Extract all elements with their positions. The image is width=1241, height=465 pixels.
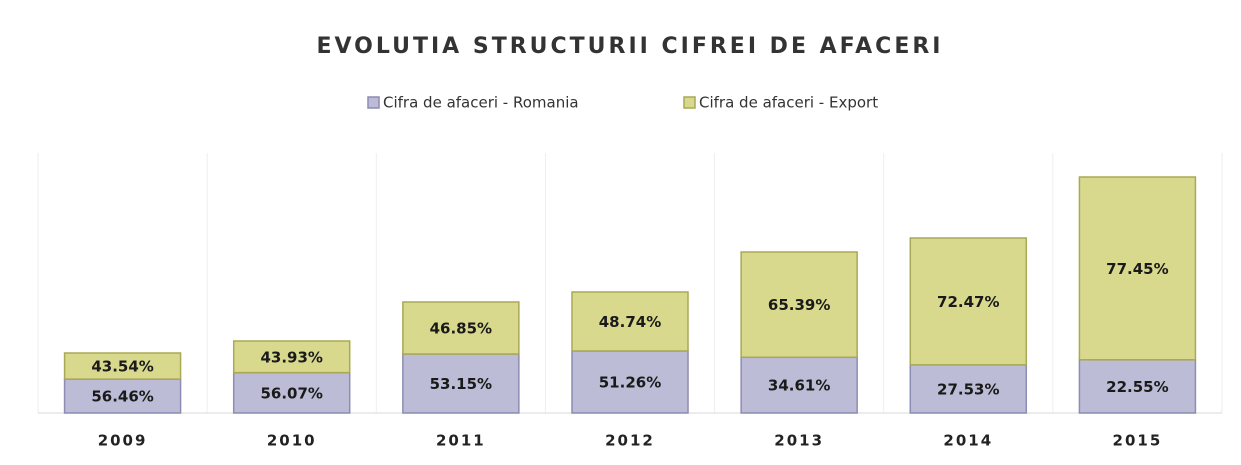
bar-segment	[740, 356, 858, 414]
legend-swatch	[367, 96, 380, 109]
x-tick-label: 2015	[1113, 432, 1163, 450]
legend-label: Cifra de afaceri - Export	[699, 94, 878, 112]
x-tick-label: 2012	[605, 432, 655, 450]
chart-title: EVOLUTIA STRUCTURII CIFREI DE AFACERI	[317, 34, 944, 59]
bar-segment	[232, 340, 351, 374]
bar-segment	[402, 301, 520, 355]
value-label: 51.26%	[599, 373, 661, 391]
bar-segment	[740, 251, 858, 359]
x-tick-label: 2011	[436, 432, 486, 450]
bar-segment	[1078, 176, 1197, 361]
legend-label: Cifra de afaceri - Romania	[383, 94, 579, 112]
legend-swatch	[683, 96, 696, 109]
bar-segment	[909, 237, 1028, 366]
value-label: 77.45%	[1106, 260, 1168, 278]
value-label: 53.15%	[430, 375, 492, 393]
bar-segment	[571, 291, 689, 352]
value-label: 46.85%	[430, 320, 492, 338]
value-label: 43.54%	[91, 358, 153, 376]
x-tick-label: 2013	[774, 432, 824, 450]
value-label: 72.47%	[937, 293, 999, 311]
value-label: 65.39%	[768, 296, 830, 314]
value-label: 56.46%	[91, 388, 153, 406]
x-tick-label: 2010	[267, 432, 317, 450]
x-tick-label: 2014	[943, 432, 993, 450]
value-label: 27.53%	[937, 380, 999, 398]
value-label: 56.07%	[260, 384, 322, 402]
x-tick-label: 2009	[98, 432, 148, 450]
bar-segment	[63, 352, 182, 380]
value-label: 34.61%	[768, 377, 830, 395]
value-label: 22.55%	[1106, 378, 1168, 396]
value-label: 43.93%	[260, 348, 322, 366]
value-label: 48.74%	[599, 313, 661, 331]
